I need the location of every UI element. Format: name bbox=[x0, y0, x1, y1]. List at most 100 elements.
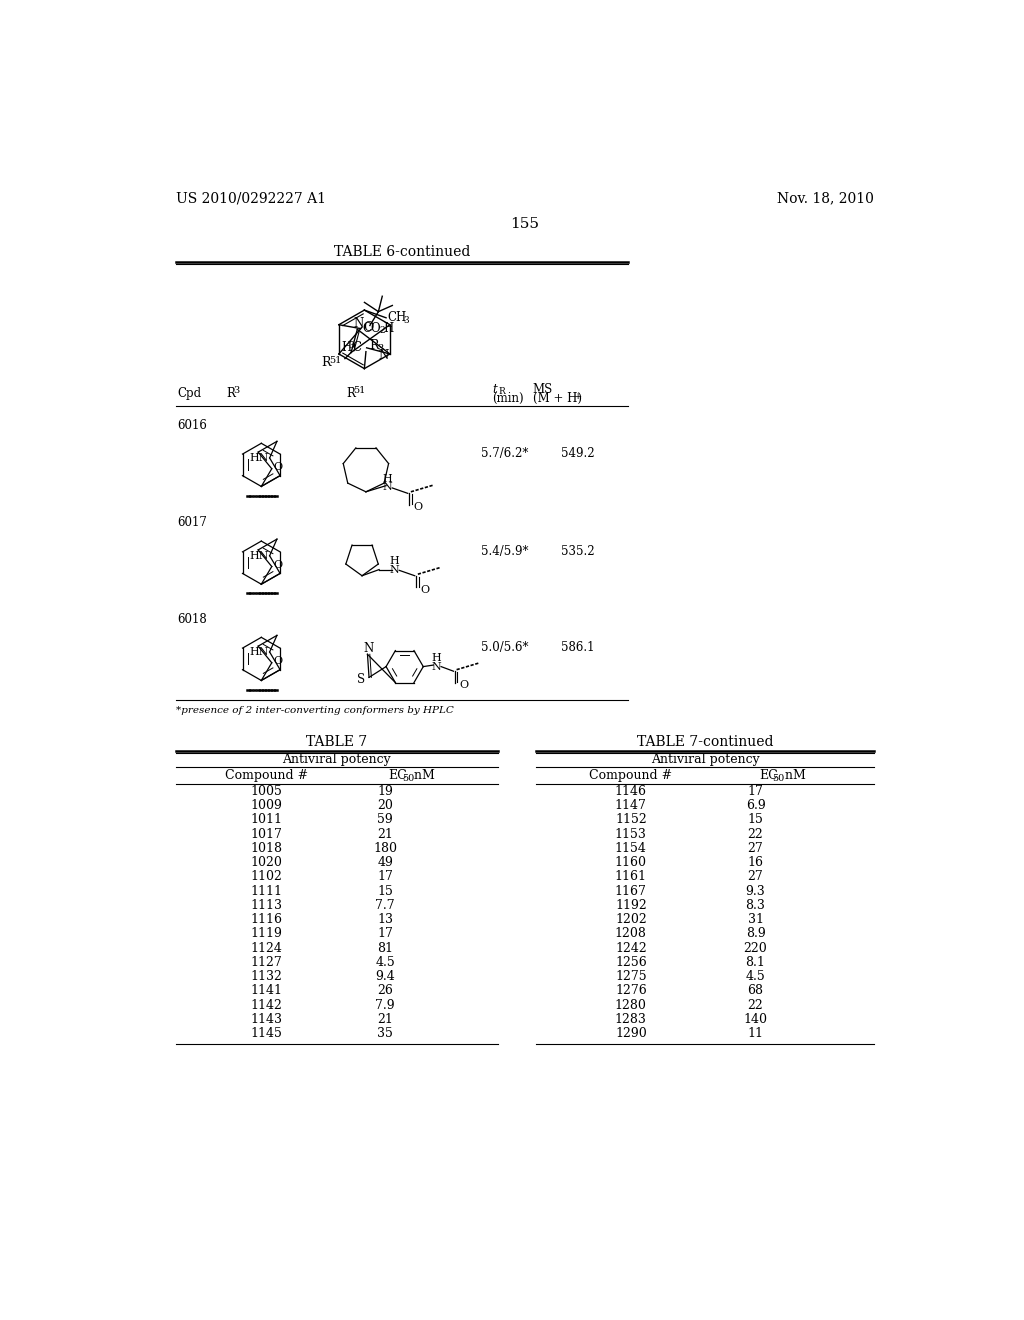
Text: EC: EC bbox=[760, 770, 778, 783]
Text: 8.9: 8.9 bbox=[745, 927, 765, 940]
Text: 8.3: 8.3 bbox=[745, 899, 766, 912]
Text: 1127: 1127 bbox=[250, 956, 282, 969]
Text: 7.7: 7.7 bbox=[375, 899, 395, 912]
Text: 5.7/6.2*: 5.7/6.2* bbox=[481, 446, 528, 459]
Text: 51: 51 bbox=[330, 355, 342, 364]
Text: 7.9: 7.9 bbox=[375, 998, 395, 1011]
Text: R: R bbox=[226, 387, 236, 400]
Text: 11: 11 bbox=[748, 1027, 764, 1040]
Text: 1256: 1256 bbox=[615, 956, 647, 969]
Text: 549.2: 549.2 bbox=[561, 446, 595, 459]
Text: HN: HN bbox=[249, 550, 268, 561]
Text: 1283: 1283 bbox=[614, 1012, 647, 1026]
Text: nM: nM bbox=[781, 770, 806, 783]
Text: O: O bbox=[414, 502, 422, 512]
Text: 1208: 1208 bbox=[614, 927, 647, 940]
Text: 35: 35 bbox=[377, 1027, 393, 1040]
Text: 17: 17 bbox=[377, 870, 393, 883]
Text: US 2010/0292227 A1: US 2010/0292227 A1 bbox=[176, 191, 326, 206]
Text: HN: HN bbox=[249, 453, 268, 463]
Text: 20: 20 bbox=[377, 799, 393, 812]
Text: 6018: 6018 bbox=[177, 612, 207, 626]
Text: 586.1: 586.1 bbox=[561, 640, 595, 653]
Text: 1146: 1146 bbox=[614, 785, 647, 797]
Text: 155: 155 bbox=[510, 216, 540, 231]
Text: 15: 15 bbox=[377, 884, 393, 898]
Text: R: R bbox=[346, 387, 355, 400]
Text: Compound #: Compound # bbox=[589, 770, 673, 783]
Text: *presence of 2 inter-converting conformers by HPLC: *presence of 2 inter-converting conforme… bbox=[176, 706, 454, 715]
Text: 1102: 1102 bbox=[250, 870, 282, 883]
Text: H: H bbox=[390, 556, 399, 566]
Text: 22: 22 bbox=[748, 828, 764, 841]
Text: O: O bbox=[273, 560, 283, 570]
Text: 59: 59 bbox=[377, 813, 393, 826]
Text: HN: HN bbox=[249, 647, 268, 657]
Text: H: H bbox=[383, 322, 393, 335]
Text: 17: 17 bbox=[377, 927, 393, 940]
Text: 1153: 1153 bbox=[614, 828, 647, 841]
Text: 1161: 1161 bbox=[614, 870, 647, 883]
Text: 50: 50 bbox=[401, 774, 414, 783]
Text: 1113: 1113 bbox=[250, 899, 282, 912]
Text: 180: 180 bbox=[373, 842, 397, 855]
Text: H: H bbox=[383, 474, 392, 483]
Text: N: N bbox=[390, 565, 399, 574]
Text: R: R bbox=[499, 387, 505, 396]
Text: CH: CH bbox=[388, 312, 407, 325]
Text: nM: nM bbox=[411, 770, 435, 783]
Text: O: O bbox=[420, 585, 429, 594]
Text: 6.9: 6.9 bbox=[745, 799, 765, 812]
Text: Compound #: Compound # bbox=[224, 770, 307, 783]
Text: 1011: 1011 bbox=[250, 813, 282, 826]
Text: 1119: 1119 bbox=[250, 927, 282, 940]
Text: 3: 3 bbox=[233, 387, 240, 396]
Text: 16: 16 bbox=[748, 857, 764, 869]
Text: MS: MS bbox=[532, 383, 553, 396]
Text: 535.2: 535.2 bbox=[561, 545, 595, 557]
Text: 1124: 1124 bbox=[250, 941, 282, 954]
Text: 21: 21 bbox=[377, 1012, 393, 1026]
Text: TABLE 6-continued: TABLE 6-continued bbox=[334, 246, 470, 259]
Text: N: N bbox=[379, 348, 389, 362]
Text: 27: 27 bbox=[748, 870, 764, 883]
Text: 1147: 1147 bbox=[614, 799, 647, 812]
Text: 1242: 1242 bbox=[615, 941, 647, 954]
Text: 2: 2 bbox=[379, 326, 385, 335]
Text: N: N bbox=[431, 661, 441, 672]
Text: 1160: 1160 bbox=[614, 857, 647, 869]
Text: N: N bbox=[353, 317, 364, 330]
Text: 1275: 1275 bbox=[615, 970, 646, 983]
Text: 3: 3 bbox=[348, 341, 353, 350]
Text: 31: 31 bbox=[748, 913, 764, 927]
Text: 50: 50 bbox=[773, 774, 784, 783]
Text: 3: 3 bbox=[377, 345, 383, 352]
Text: 3: 3 bbox=[403, 315, 409, 325]
Text: 1017: 1017 bbox=[250, 828, 282, 841]
Text: O: O bbox=[273, 656, 283, 667]
Text: Antiviral potency: Antiviral potency bbox=[650, 754, 760, 767]
Text: Cpd: Cpd bbox=[177, 387, 202, 400]
Text: 1116: 1116 bbox=[250, 913, 282, 927]
Text: 21: 21 bbox=[377, 828, 393, 841]
Text: 1142: 1142 bbox=[250, 998, 282, 1011]
Text: 8.1: 8.1 bbox=[745, 956, 766, 969]
Text: 1152: 1152 bbox=[615, 813, 647, 826]
Text: (M + H): (M + H) bbox=[532, 392, 582, 405]
Text: TABLE 7: TABLE 7 bbox=[306, 735, 368, 748]
Text: +: + bbox=[574, 392, 583, 401]
Text: 1143: 1143 bbox=[250, 1012, 282, 1026]
Text: 19: 19 bbox=[377, 785, 393, 797]
Text: C: C bbox=[352, 342, 360, 354]
Text: 1276: 1276 bbox=[615, 985, 647, 998]
Text: O: O bbox=[364, 321, 374, 334]
Text: 4.5: 4.5 bbox=[745, 970, 765, 983]
Text: 1167: 1167 bbox=[614, 884, 647, 898]
Text: S: S bbox=[357, 673, 366, 686]
Text: 1154: 1154 bbox=[614, 842, 647, 855]
Text: 17: 17 bbox=[748, 785, 764, 797]
Text: N: N bbox=[364, 642, 374, 655]
Text: 5.0/5.6*: 5.0/5.6* bbox=[481, 640, 528, 653]
Text: Nov. 18, 2010: Nov. 18, 2010 bbox=[776, 191, 873, 206]
Text: 1009: 1009 bbox=[250, 799, 282, 812]
